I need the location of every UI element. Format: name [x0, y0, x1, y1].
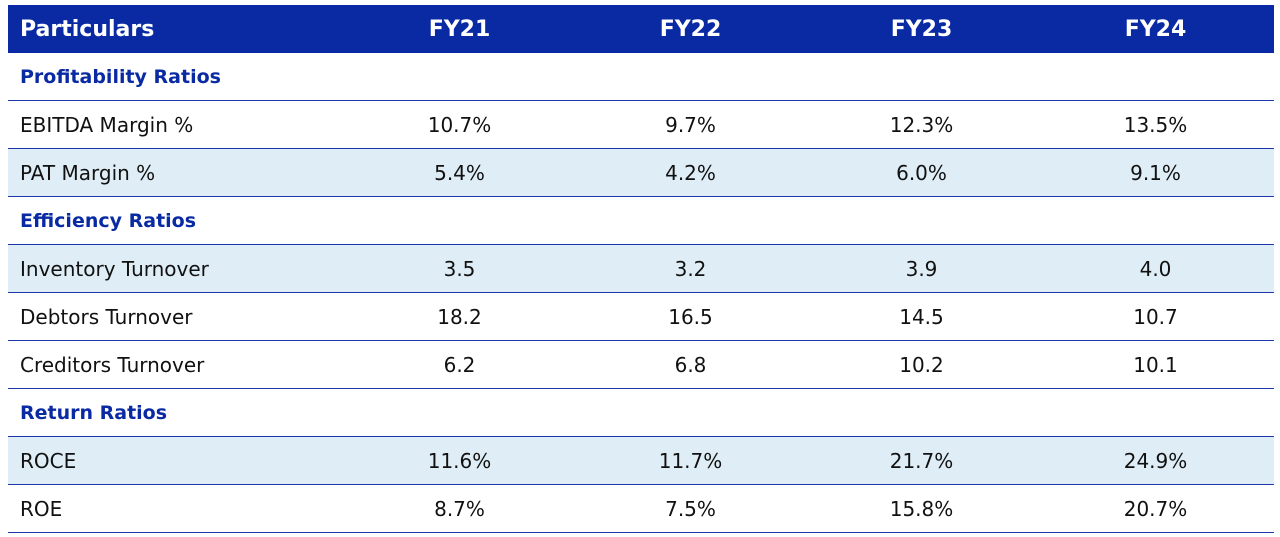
row-label: Creditors Turnover — [8, 340, 344, 389]
cell-fy24: 24.9% — [1037, 436, 1274, 485]
section-title: Return Ratios — [8, 388, 1274, 437]
cell-fy21: 11.6% — [344, 436, 575, 485]
section-row-efficiency: Efficiency Ratios — [8, 196, 1274, 245]
row-label: ROE — [8, 484, 344, 533]
cell-fy22: 11.7% — [575, 436, 806, 485]
cell-fy21: 18.2 — [344, 292, 575, 341]
cell-fy23: 10.2 — [806, 340, 1037, 389]
cell-fy22: 16.5 — [575, 292, 806, 341]
table-row: ROE 8.7% 7.5% 15.8% 20.7% — [8, 484, 1274, 533]
cell-fy23: 12.3% — [806, 100, 1037, 149]
cell-fy21: 5.4% — [344, 148, 575, 197]
table-row: Inventory Turnover 3.5 3.2 3.9 4.0 — [8, 244, 1274, 293]
cell-fy21: 8.7% — [344, 484, 575, 533]
table-row: PAT Margin % 5.4% 4.2% 6.0% 9.1% — [8, 148, 1274, 197]
header-year-fy24: FY24 — [1037, 5, 1274, 53]
cell-fy21: 10.7% — [344, 100, 575, 149]
row-label: ROCE — [8, 436, 344, 485]
cell-fy24: 10.7 — [1037, 292, 1274, 341]
table-row: Creditors Turnover 6.2 6.8 10.2 10.1 — [8, 340, 1274, 389]
cell-fy24: 9.1% — [1037, 148, 1274, 197]
cell-fy24: 10.1 — [1037, 340, 1274, 389]
section-title: Profitability Ratios — [8, 53, 1274, 101]
row-label: Inventory Turnover — [8, 244, 344, 293]
cell-fy21: 3.5 — [344, 244, 575, 293]
header-year-fy22: FY22 — [575, 5, 806, 53]
section-title: Efficiency Ratios — [8, 196, 1274, 245]
row-label: EBITDA Margin % — [8, 100, 344, 149]
cell-fy22: 6.8 — [575, 340, 806, 389]
cell-fy23: 15.8% — [806, 484, 1037, 533]
table-row: Debtors Turnover 18.2 16.5 14.5 10.7 — [8, 292, 1274, 341]
header-year-fy23: FY23 — [806, 5, 1037, 53]
table-row: ROCE 11.6% 11.7% 21.7% 24.9% — [8, 436, 1274, 485]
row-label: Debtors Turnover — [8, 292, 344, 341]
table-header-row: Particulars FY21 FY22 FY23 FY24 — [8, 5, 1274, 53]
table-row: EBITDA Margin % 10.7% 9.7% 12.3% 13.5% — [8, 100, 1274, 149]
cell-fy24: 13.5% — [1037, 100, 1274, 149]
row-label: PAT Margin % — [8, 148, 344, 197]
ratios-table-container: Particulars FY21 FY22 FY23 FY24 Profitab… — [8, 5, 1274, 533]
header-year-fy21: FY21 — [344, 5, 575, 53]
cell-fy22: 7.5% — [575, 484, 806, 533]
cell-fy22: 4.2% — [575, 148, 806, 197]
header-particulars: Particulars — [8, 5, 344, 53]
cell-fy23: 3.9 — [806, 244, 1037, 293]
cell-fy24: 20.7% — [1037, 484, 1274, 533]
cell-fy24: 4.0 — [1037, 244, 1274, 293]
cell-fy22: 9.7% — [575, 100, 806, 149]
cell-fy23: 14.5 — [806, 292, 1037, 341]
cell-fy23: 6.0% — [806, 148, 1037, 197]
cell-fy23: 21.7% — [806, 436, 1037, 485]
cell-fy22: 3.2 — [575, 244, 806, 293]
cell-fy21: 6.2 — [344, 340, 575, 389]
financial-ratios-table: Particulars FY21 FY22 FY23 FY24 Profitab… — [8, 5, 1274, 533]
section-row-return: Return Ratios — [8, 388, 1274, 437]
section-row-profitability: Profitability Ratios — [8, 53, 1274, 101]
